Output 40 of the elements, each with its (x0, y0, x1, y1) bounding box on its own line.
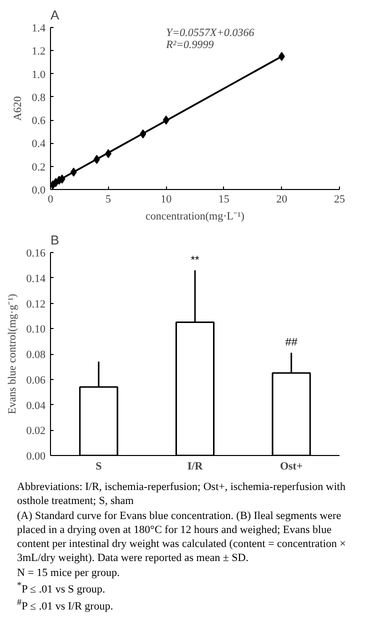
y-axis-title: Evans blue control(mg·g⁻¹) (6, 294, 18, 414)
annotation: R²=0.9999 (165, 38, 214, 51)
text: Abbreviations: I/R, ischemia-reperfusion; Ost+, ischemia-reperfusion with osthole treatment; S, sham (17, 481, 346, 508)
annotation: Y=0.0557X+0.0366 (166, 26, 255, 39)
x-tick-label: 5 (106, 194, 112, 206)
x-tick-label: 10 (160, 194, 172, 206)
chart-title: B (50, 232, 60, 248)
x-tick-label: 25 (334, 194, 346, 206)
x-axis-title: concentration(mg·L⁻¹) (146, 210, 245, 222)
chart-title: A (50, 8, 60, 22)
y-tick-label: 0.8 (32, 92, 46, 104)
text: (A) Standard curve for Evans blue concentration. (B) Ileal segments were placed in a drying oven at 180°C for 12 hours and weighed; Evans blue content per intestinal dry weight was calculated (content = concentration × 3mL/dry weight). Data were reported as mean ± SD. (17, 510, 346, 564)
y-tick-label: 0.2 (32, 161, 46, 174)
annotation: ** (190, 254, 200, 266)
y-tick-label: 1.4 (32, 22, 46, 34)
y-tick-label: 0.04 (26, 400, 46, 412)
y-tick-label: 0.16 (26, 248, 46, 260)
x-tick-label: Ost+ (280, 460, 303, 472)
x-tick-label: 20 (276, 194, 288, 206)
y-tick-label: 0.14 (26, 272, 46, 285)
x-tick-label: 0 (48, 194, 54, 206)
y-tick-label: 1.0 (32, 68, 46, 81)
y-tick-label: 0.02 (26, 425, 46, 438)
y-tick-label: 0.00 (26, 450, 46, 462)
text: $^{*}$P ≤ .01 vs S group. (17, 580, 106, 596)
y-tick-label: 0.12 (26, 298, 46, 310)
y-tick-label: 0.4 (32, 138, 46, 150)
y-tick-label: 0.0 (32, 184, 46, 196)
x-tick-label: I/R (187, 460, 204, 472)
annotation: ## (285, 336, 298, 349)
text: $^{#}$P ≤ .01 vs I/R group. (17, 597, 114, 613)
y-tick-label: 1.2 (32, 46, 46, 58)
x-tick-label: 15 (218, 194, 230, 206)
y-tick-label: 0.6 (32, 115, 46, 128)
y-axis-title: A620 (12, 96, 24, 121)
y-tick-label: 0.06 (26, 374, 46, 386)
text: N = 15 mice per group. (17, 566, 120, 579)
y-tick-label: 0.08 (26, 349, 46, 361)
x-tick-label: S (96, 460, 102, 472)
y-tick-label: 0.10 (26, 324, 46, 336)
